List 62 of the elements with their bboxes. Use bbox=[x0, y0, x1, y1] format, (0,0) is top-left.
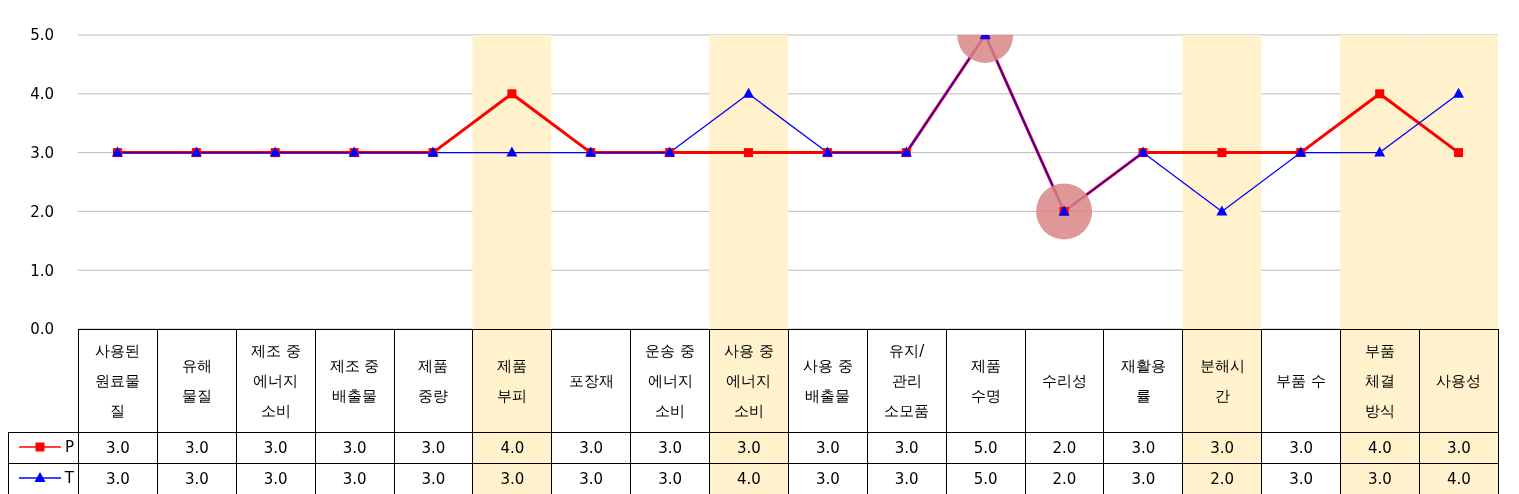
data-label: 3.0 bbox=[1182, 432, 1262, 464]
data-label: 2.0 bbox=[1025, 432, 1104, 464]
y-tick-label: 4.0 bbox=[30, 85, 54, 104]
x-tick-label: 사용성 bbox=[1435, 371, 1483, 392]
x-tick-label: 운송 중 에너지 소비 bbox=[644, 341, 696, 422]
x-tick-label: 제품 부피 bbox=[496, 356, 529, 407]
data-label: 3.0 bbox=[1103, 463, 1183, 494]
data-label: 5.0 bbox=[946, 463, 1025, 494]
data-label: 3.0 bbox=[1261, 463, 1341, 494]
x-tick-label: 수리성 bbox=[1040, 371, 1088, 392]
x-tick-label: 제품 수명 bbox=[969, 356, 1002, 407]
x-tick-label: 유해 물질 bbox=[180, 356, 213, 407]
data-label: 3.0 bbox=[394, 432, 473, 464]
data-label: 3.0 bbox=[236, 432, 316, 464]
data-label: 2.0 bbox=[1025, 463, 1104, 494]
y-tick-label: 0.0 bbox=[30, 320, 54, 339]
data-label: 3.0 bbox=[630, 432, 710, 464]
data-label: 3.0 bbox=[1340, 463, 1420, 494]
x-tick-label: 분해시간 bbox=[1198, 356, 1246, 407]
data-label: 3.0 bbox=[157, 463, 237, 494]
x-tick-label: 사용 중 배출물 bbox=[801, 356, 854, 407]
data-label: 3.0 bbox=[709, 432, 789, 464]
data-label: 3.0 bbox=[1261, 432, 1341, 464]
x-tick-label: 유지/관리 소모품 bbox=[883, 341, 931, 422]
data-label: 3.0 bbox=[788, 463, 868, 494]
y-tick-label: 2.0 bbox=[30, 202, 54, 221]
x-tick-label: 부품 체결 방식 bbox=[1363, 341, 1396, 422]
data-label: 3.0 bbox=[394, 463, 473, 494]
data-label: 4.0 bbox=[1419, 463, 1499, 494]
x-tick-label: 포장재 bbox=[567, 371, 615, 392]
x-tick-label: 제조 중 배출물 bbox=[328, 356, 381, 407]
data-label: 4.0 bbox=[1340, 432, 1420, 464]
y-tick-label: 1.0 bbox=[30, 261, 54, 280]
data-label: 3.0 bbox=[472, 463, 552, 494]
data-label: 3.0 bbox=[867, 463, 947, 494]
legend-label: T bbox=[64, 469, 74, 487]
data-label: 4.0 bbox=[709, 463, 789, 494]
data-label: 3.0 bbox=[867, 432, 947, 464]
data-label: 3.0 bbox=[1103, 432, 1183, 464]
data-label: 2.0 bbox=[1182, 463, 1262, 494]
data-label: 3.0 bbox=[788, 432, 868, 464]
y-tick-label: 3.0 bbox=[30, 143, 54, 162]
x-tick-label: 사용된 원료물질 bbox=[94, 341, 142, 422]
data-label: 4.0 bbox=[472, 432, 552, 464]
data-label: 3.0 bbox=[1419, 432, 1499, 464]
data-label: 3.0 bbox=[315, 463, 394, 494]
data-label: 3.0 bbox=[630, 463, 710, 494]
data-label: 3.0 bbox=[236, 463, 316, 494]
data-label: 3.0 bbox=[157, 432, 237, 464]
x-tick-label: 제품 중량 bbox=[417, 356, 450, 407]
data-label: 3.0 bbox=[78, 463, 158, 494]
y-tick-label: 5.0 bbox=[30, 26, 54, 45]
x-tick-label: 부품 수 bbox=[1275, 371, 1327, 392]
data-label: 5.0 bbox=[946, 432, 1025, 464]
data-label: 3.0 bbox=[551, 463, 631, 494]
x-tick-label: 사용 중 에너지 소비 bbox=[723, 341, 775, 422]
x-tick-label: 제조 중 에너지 소비 bbox=[249, 341, 302, 422]
x-tick-label: 재활용률 bbox=[1119, 356, 1167, 407]
data-label: 3.0 bbox=[78, 432, 158, 464]
data-label: 3.0 bbox=[315, 432, 394, 464]
legend-label: P bbox=[64, 438, 74, 456]
data-label: 3.0 bbox=[551, 432, 631, 464]
